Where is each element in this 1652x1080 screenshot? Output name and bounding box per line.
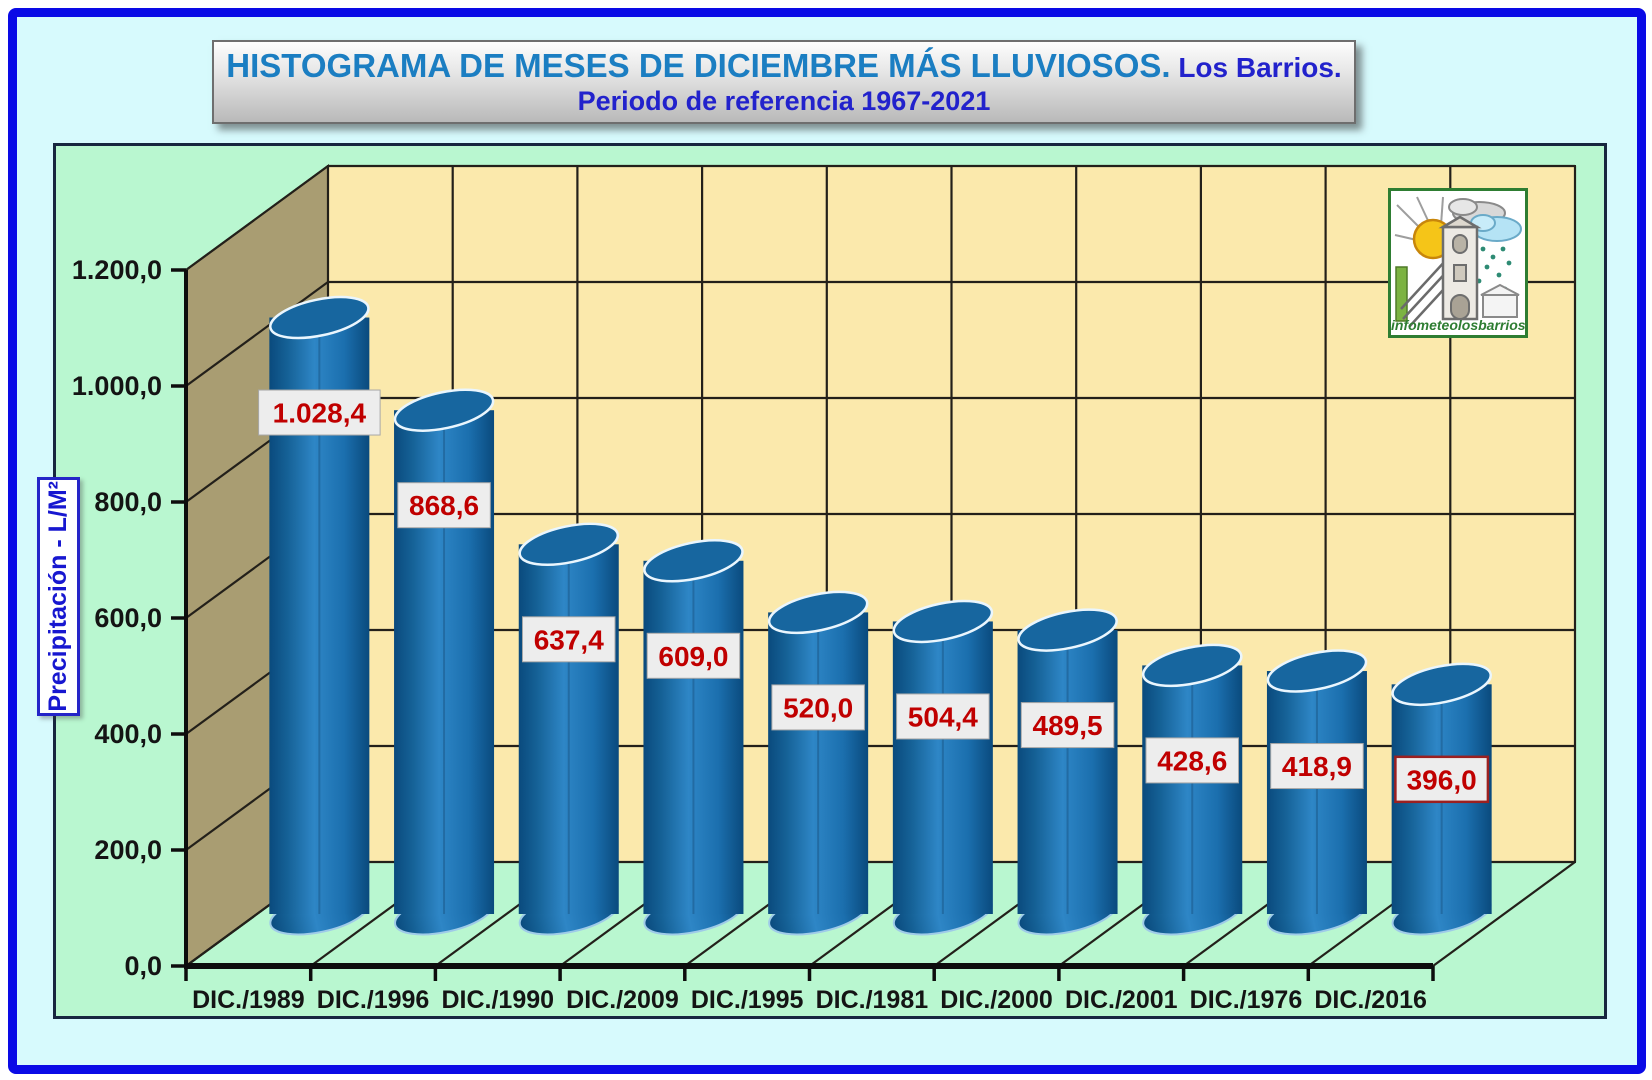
value-label-box bbox=[1020, 702, 1115, 749]
value-label: 504,4 bbox=[896, 693, 990, 740]
value-label-text: 428,6 bbox=[1157, 745, 1227, 776]
value-label: 396,0 bbox=[1394, 755, 1490, 804]
value-label: 489,5 bbox=[1020, 702, 1115, 749]
title-box: HISTOGRAMA DE MESES DE DICIEMBRE MÁS LLU… bbox=[212, 40, 1356, 124]
bar-top bbox=[1266, 649, 1368, 693]
value-label-text: 1.028,4 bbox=[273, 398, 367, 429]
bar-cylinder bbox=[643, 539, 744, 936]
bar-cylinder bbox=[393, 388, 495, 936]
page-title: HISTOGRAMA DE MESES DE DICIEMBRE MÁS LLU… bbox=[226, 46, 1171, 84]
bar-body bbox=[518, 544, 619, 914]
raindrops-icon bbox=[1476, 246, 1512, 292]
value-label: 418,9 bbox=[1270, 743, 1364, 790]
bar-top bbox=[892, 599, 994, 644]
value-label-text: 504,4 bbox=[908, 701, 978, 732]
value-label-box bbox=[1394, 755, 1490, 804]
bar-body bbox=[1266, 671, 1367, 914]
grid-line-side-wall bbox=[185, 165, 329, 271]
x-tick-label: DIC./2001 bbox=[1065, 986, 1178, 1014]
bar-body bbox=[1017, 630, 1118, 914]
value-label-text: 489,5 bbox=[1033, 710, 1103, 741]
logo-caption: infometeolosbarrios bbox=[1391, 317, 1526, 333]
bar-cylinder bbox=[767, 590, 869, 936]
value-label: 520,0 bbox=[771, 684, 865, 731]
bar-top bbox=[393, 388, 495, 432]
page-subtitle: Periodo de referencia 1967-2021 bbox=[577, 85, 991, 116]
value-label-box bbox=[646, 632, 741, 679]
bar-cylinder bbox=[892, 599, 994, 936]
bar-top bbox=[518, 522, 620, 567]
x-tick-label: DIC./2000 bbox=[940, 986, 1053, 1014]
value-label-box bbox=[522, 616, 616, 663]
bar-cylinder bbox=[1141, 643, 1243, 936]
floor-line bbox=[1432, 861, 1576, 967]
value-label-text: 637,4 bbox=[534, 624, 604, 655]
bar-cylinder bbox=[518, 522, 620, 936]
bar-body bbox=[1142, 665, 1243, 914]
value-label-box bbox=[258, 389, 381, 436]
x-tick-label: DIC./1990 bbox=[441, 986, 554, 1014]
x-tick-label: DIC./1981 bbox=[816, 986, 929, 1014]
x-tick-label: DIC./1996 bbox=[317, 986, 430, 1014]
value-label-text: 396,0 bbox=[1407, 764, 1477, 795]
value-label-box bbox=[1145, 737, 1239, 784]
bar-top bbox=[643, 539, 744, 583]
bar-top bbox=[269, 295, 370, 340]
logo: infometeolosbarrios bbox=[1388, 188, 1528, 338]
bar-body bbox=[768, 612, 869, 914]
value-label: 428,6 bbox=[1145, 737, 1239, 784]
bar-top bbox=[767, 590, 869, 635]
x-tick-label: DIC./1989 bbox=[192, 986, 305, 1014]
logo-image bbox=[1394, 196, 1522, 328]
bar-top bbox=[1391, 662, 1492, 707]
value-label-text: 609,0 bbox=[658, 641, 728, 672]
y-tick-label: 800,0 bbox=[94, 487, 162, 517]
rain-cloud-icon bbox=[1470, 214, 1522, 242]
y-tick-label: 400,0 bbox=[94, 719, 162, 749]
bar-cylinder bbox=[1266, 649, 1368, 936]
value-label: 609,0 bbox=[646, 632, 741, 679]
x-tick-label: DIC./2016 bbox=[1314, 986, 1427, 1014]
value-label-text: 418,9 bbox=[1282, 751, 1352, 782]
value-label-text: 868,6 bbox=[409, 490, 479, 521]
bar-top bbox=[1017, 608, 1118, 652]
bar-cylinder bbox=[269, 295, 370, 936]
bar-top bbox=[1141, 643, 1243, 688]
value-label-text: 520,0 bbox=[783, 692, 853, 723]
value-label-box bbox=[397, 482, 491, 529]
grid-line-side-wall bbox=[185, 281, 329, 387]
value-label-box bbox=[1270, 743, 1364, 790]
x-tick-label: DIC./2009 bbox=[566, 986, 679, 1014]
y-tick-label: 1.200,0 bbox=[72, 255, 162, 285]
bar-body bbox=[892, 621, 993, 914]
title-line: HISTOGRAMA DE MESES DE DICIEMBRE MÁS LLU… bbox=[226, 47, 1341, 85]
value-label-box bbox=[771, 684, 865, 731]
field-icon bbox=[1395, 266, 1408, 322]
houses-icon bbox=[1480, 283, 1520, 318]
value-label: 868,6 bbox=[397, 482, 491, 529]
x-tick-label: DIC./1995 bbox=[691, 986, 804, 1014]
y-tick-label: 0,0 bbox=[124, 951, 162, 981]
y-axis-title-box: Precipitación - L/M² bbox=[37, 477, 80, 716]
value-label: 1.028,4 bbox=[258, 389, 381, 436]
y-axis-title: Precipitación - L/M² bbox=[44, 481, 72, 712]
y-tick-label: 600,0 bbox=[94, 603, 162, 633]
church-tower-icon bbox=[1438, 215, 1482, 321]
y-tick-label: 200,0 bbox=[94, 835, 162, 865]
page-title-location: Los Barrios. bbox=[1170, 51, 1342, 83]
y-tick-label: 1.000,0 bbox=[72, 371, 162, 401]
value-label-box bbox=[896, 693, 990, 740]
bar-body bbox=[643, 560, 744, 914]
x-tick-label: DIC./1976 bbox=[1190, 986, 1303, 1014]
value-label: 637,4 bbox=[522, 616, 616, 663]
bar-cylinder bbox=[1017, 608, 1118, 936]
